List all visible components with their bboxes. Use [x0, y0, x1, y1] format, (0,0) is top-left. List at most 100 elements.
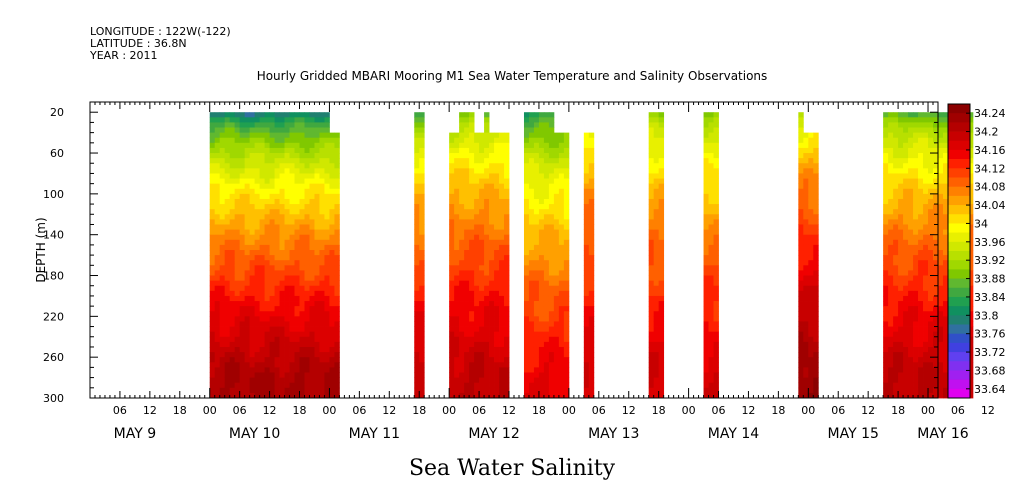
data-cell	[454, 224, 460, 230]
data-cell	[289, 193, 295, 200]
data-cell	[319, 188, 325, 195]
data-cell	[224, 173, 231, 179]
data-cell	[419, 392, 425, 399]
data-cell	[464, 316, 470, 322]
data-cell	[239, 193, 246, 200]
data-cell	[214, 214, 221, 220]
data-cell	[224, 301, 231, 307]
data-cell	[244, 295, 251, 302]
data-cell	[504, 367, 510, 373]
data-cell	[563, 290, 570, 297]
data-cell	[558, 311, 565, 317]
data-cell	[479, 311, 485, 317]
x-hour-label: 12	[263, 404, 277, 417]
data-cell	[454, 178, 460, 185]
data-cell	[489, 377, 495, 384]
data-cell	[808, 178, 814, 185]
data-cell	[464, 372, 470, 378]
data-cell	[563, 321, 570, 327]
data-cell	[284, 122, 290, 128]
data-cell	[309, 377, 315, 384]
data-cell	[703, 341, 709, 348]
data-cell	[528, 316, 535, 322]
data-cell	[214, 209, 221, 215]
data-cell	[479, 285, 485, 292]
data-cell	[269, 127, 275, 134]
data-cell	[558, 219, 565, 225]
data-cell	[588, 193, 595, 200]
data-cell	[289, 117, 295, 123]
data-cell	[543, 372, 550, 378]
data-cell	[209, 295, 216, 302]
data-cell	[588, 275, 595, 282]
data-cell	[942, 214, 949, 220]
x-hour-label: 18	[293, 404, 307, 417]
data-cell	[928, 163, 934, 169]
y-tick-label: 100	[43, 188, 64, 201]
data-cell	[903, 178, 909, 185]
data-cell	[219, 142, 226, 149]
data-cell	[294, 285, 300, 292]
data-cell	[938, 295, 944, 302]
data-cell	[558, 178, 565, 185]
data-cell	[523, 244, 530, 251]
data-cell	[334, 132, 340, 139]
data-cell	[967, 193, 974, 200]
data-cell	[309, 295, 315, 302]
data-cell	[813, 311, 819, 317]
data-cell	[414, 311, 420, 317]
data-cell	[229, 336, 236, 343]
data-cell	[883, 336, 889, 343]
data-cell	[558, 331, 565, 338]
data-cell	[484, 372, 490, 378]
data-cell	[289, 301, 295, 307]
data-cell	[244, 127, 251, 134]
data-cell	[319, 295, 325, 302]
data-cell	[419, 301, 425, 307]
data-cell	[523, 209, 530, 215]
data-cell	[219, 163, 226, 169]
data-cell	[234, 214, 241, 220]
data-cell	[648, 326, 655, 333]
data-cell	[504, 352, 510, 358]
data-cell	[883, 229, 889, 236]
data-cell	[469, 372, 475, 378]
data-cell	[942, 112, 949, 118]
data-cell	[883, 239, 889, 246]
data-cell	[538, 367, 545, 373]
data-cell	[219, 372, 226, 378]
data-cell	[648, 270, 655, 276]
data-cell	[543, 142, 550, 149]
data-cell	[808, 321, 814, 327]
data-cell	[548, 173, 555, 179]
data-cell	[533, 387, 540, 394]
data-cell	[299, 117, 305, 123]
data-cell	[923, 321, 929, 327]
data-cell	[708, 214, 714, 220]
colorbar-swatch	[948, 232, 970, 243]
data-cell	[334, 137, 340, 144]
data-cell	[658, 178, 665, 185]
latitude-label: LATITUDE : 36.8N	[90, 37, 187, 50]
data-cell	[269, 290, 275, 297]
data-cell	[419, 229, 425, 236]
data-cell	[967, 158, 974, 164]
data-cell	[933, 178, 939, 185]
data-cell	[334, 352, 340, 358]
data-cell	[543, 173, 550, 179]
data-cell	[942, 392, 949, 399]
data-cell	[274, 219, 280, 225]
data-cell	[504, 295, 510, 302]
data-cell	[224, 117, 231, 123]
data-cell	[553, 280, 560, 287]
data-cell	[254, 244, 260, 251]
data-cell	[249, 127, 256, 134]
data-cell	[484, 336, 490, 343]
data-cell	[334, 193, 340, 200]
data-cell	[264, 382, 270, 389]
data-cell	[309, 331, 315, 338]
data-cell	[583, 250, 590, 256]
data-cell	[533, 158, 540, 164]
data-cell	[583, 367, 590, 373]
data-cell	[459, 260, 465, 266]
